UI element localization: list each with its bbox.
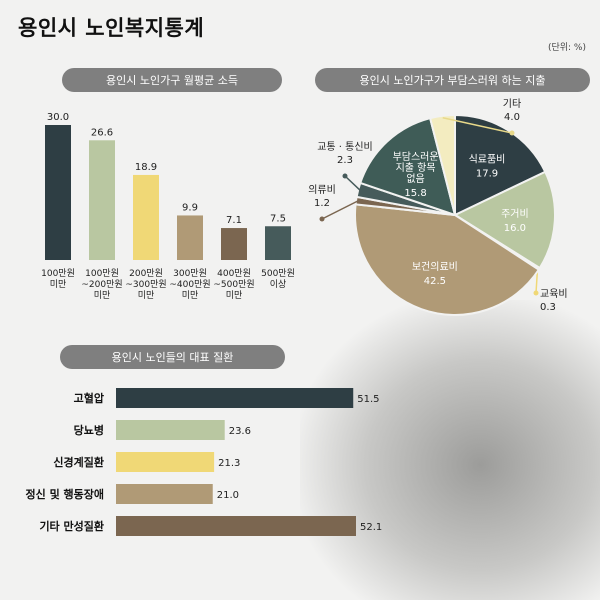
- income-value-label-3: 9.9: [182, 202, 198, 213]
- income-value-label-1: 26.6: [91, 127, 113, 138]
- income-category-label-5: 500만원 이상: [261, 268, 295, 290]
- income-bar-chart: 30.0 100만원 미만 26.6 100만원 ~200만원 미만 18.9 200만원 ~30…: [41, 112, 295, 301]
- disease-value-label-2: 21.3: [218, 458, 240, 469]
- pie-leader-dot-5: [342, 173, 348, 179]
- disease-value-label-0: 51.5: [357, 394, 379, 405]
- pie-slice-7: [428, 113, 456, 216]
- disease-bar-4: [116, 516, 356, 536]
- disease-value-label-1: 23.6: [229, 426, 251, 437]
- income-category-label-3: 300만원 ~400만원 미만: [169, 268, 210, 301]
- pie-leader-5: [344, 175, 361, 191]
- disease-category-label-3: 정신 및 행동장애: [26, 487, 105, 501]
- disease-value-label-4: 52.1: [360, 522, 382, 533]
- pie-leader-dot-4: [319, 216, 325, 222]
- pie-value-1: 16.0: [504, 223, 526, 234]
- pie-value-3: 42.5: [424, 276, 446, 287]
- pie-value-5: 2.3: [337, 155, 353, 166]
- pie-slice-6: [359, 116, 457, 217]
- page-title: 용인시 노인복지통계: [18, 16, 205, 40]
- disease-value-label-3: 21.0: [217, 490, 239, 501]
- disease-category-label-4: 기타 만성질환: [39, 519, 104, 533]
- income-value-label-2: 18.9: [135, 162, 157, 173]
- pie-label-2: 교육비: [540, 288, 568, 300]
- income-panel-title: 용인시 노인가구 월평균 소득: [62, 68, 282, 92]
- pie-label-3: 보건의료비: [412, 261, 458, 273]
- pie-leader-7: [442, 117, 513, 134]
- disease-category-label-1: 당뇨병: [74, 423, 104, 437]
- disease-bar-chart: 고혈압 51.5 당뇨병 23.6 신경계질환 21.3 정신 및 행동장애 21.0 기타 만…: [26, 388, 382, 536]
- disease-bar-2: [116, 452, 215, 472]
- pie-leader-4: [321, 200, 359, 220]
- income-category-label-2: 200만원 ~300만원 미만: [125, 268, 166, 301]
- income-category-label-1: 100만원 ~200만원 미만: [81, 268, 122, 301]
- pie-leader-dot-2: [533, 290, 539, 296]
- pie-slice-0: [454, 113, 547, 217]
- pie-slice-3: [354, 203, 541, 316]
- pie-label-5: 교통 · 통신비: [317, 141, 373, 153]
- disease-bar-3: [116, 484, 213, 504]
- spending-pie-chart: 식료품비 17.9 주거비 16.0 교육비 0.3 보건의료비 42.5 의류비 1.2 교통 ·…: [308, 98, 568, 316]
- pie-value-2: 0.3: [540, 302, 556, 313]
- disease-bar-0: [116, 388, 354, 408]
- income-bar-5: [265, 226, 291, 260]
- income-bar-3: [177, 215, 203, 260]
- income-bar-1: [89, 140, 115, 260]
- disease-category-label-2: 신경계질환: [53, 455, 104, 469]
- pie-value-0: 17.9: [476, 169, 498, 180]
- income-value-label-4: 7.1: [226, 215, 242, 226]
- pie-label-7: 기타: [503, 98, 521, 110]
- unit-note: (단위: %): [547, 43, 586, 53]
- income-value-label-0: 30.0: [47, 112, 69, 123]
- background-photo: [300, 300, 600, 600]
- income-category-label-0: 100만원 미만: [41, 268, 75, 290]
- pie-label-6: 부담스러운 지출 항목 없음: [393, 151, 439, 185]
- pie-value-4: 1.2: [314, 198, 330, 209]
- income-value-label-5: 7.5: [270, 213, 286, 224]
- pie-label-4: 의류비: [308, 184, 336, 196]
- pie-label-1: 주거비: [501, 208, 529, 220]
- disease-category-label-0: 고혈압: [74, 391, 104, 405]
- income-bar-2: [133, 174, 159, 260]
- income-category-label-4: 400만원 ~500만원 미만: [213, 268, 254, 301]
- pie-label-0: 식료품비: [469, 154, 506, 166]
- pie-leader-dot-7: [509, 130, 515, 136]
- pie-value-6: 15.8: [404, 188, 426, 199]
- income-bar-0: [45, 125, 71, 260]
- disease-panel-title: 용인시 노인들의 대표 질환: [60, 345, 285, 369]
- spending-panel-title: 용인시 노인가구가 부담스러워 하는 지출: [315, 68, 590, 92]
- pie-value-7: 4.0: [504, 112, 520, 123]
- income-bar-4: [221, 228, 247, 260]
- disease-bar-1: [116, 420, 225, 440]
- pie-slice-1: [452, 170, 556, 270]
